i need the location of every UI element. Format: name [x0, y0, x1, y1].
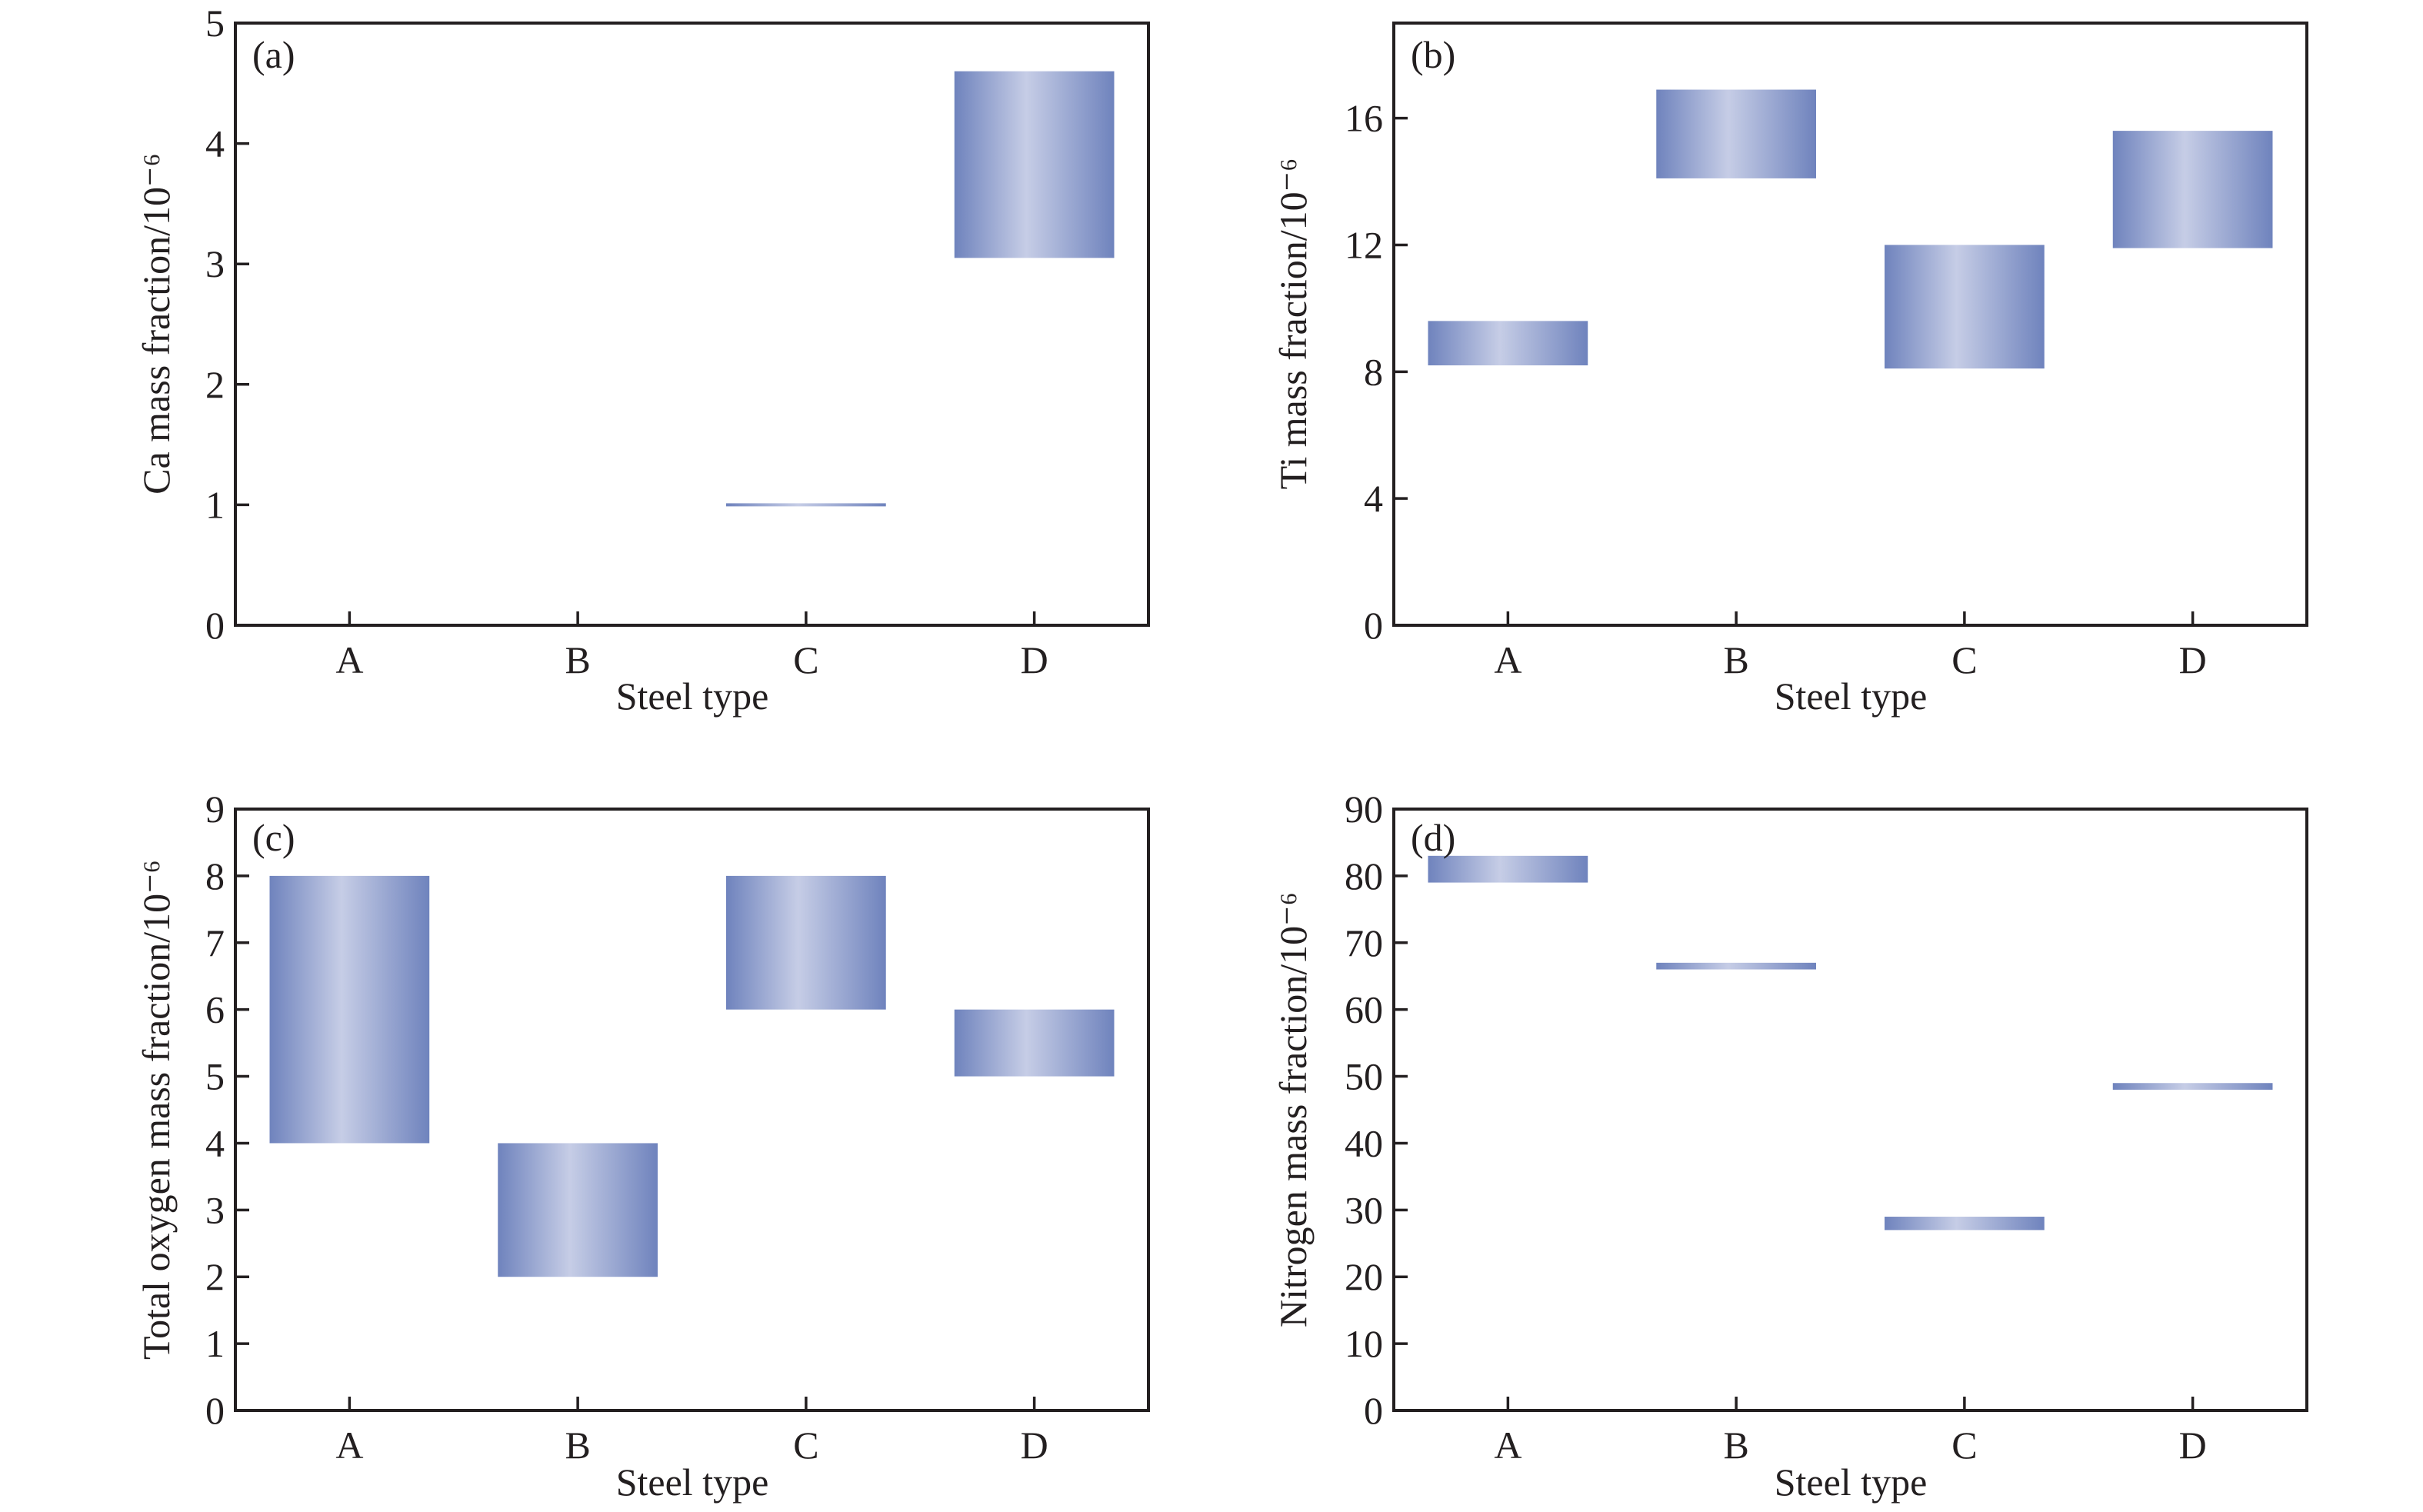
y-axis-title: Ca mass fraction/10⁻⁶	[135, 153, 178, 495]
y-tick-label: 80	[1345, 854, 1383, 898]
range-bar-b	[1656, 962, 1816, 970]
x-axis-title: Steel type	[1775, 674, 1928, 718]
y-tick-label: 60	[1345, 988, 1383, 1031]
range-bar-d	[954, 1009, 1115, 1077]
range-bar-a	[269, 875, 430, 1144]
panel-label: (a)	[252, 33, 295, 76]
x-axis-title: Steel type	[616, 1460, 769, 1504]
y-tick-label: 7	[205, 921, 225, 964]
bars-layer	[726, 71, 1115, 507]
y-tick-label: 0	[1364, 604, 1383, 647]
panel-label: (b)	[1411, 33, 1455, 76]
panel-label: (c)	[252, 816, 295, 859]
ticks-layer: 0 4 8 12 16 A B C D	[1345, 97, 2207, 681]
x-tick-label: C	[793, 638, 818, 681]
y-tick-label: 1	[205, 1322, 225, 1365]
x-tick-label: B	[565, 638, 590, 681]
x-tick-label: D	[1021, 638, 1048, 681]
y-tick-label: 70	[1345, 921, 1383, 964]
range-bar-d	[2112, 131, 2273, 248]
panel-c: 0 1 2 3 4 5 6 7 8 9 A B C D (c) Steel type Total oxyg…	[135, 788, 1150, 1504]
y-tick-label: 10	[1345, 1322, 1383, 1365]
bars-layer	[1428, 89, 2273, 369]
x-axis-title: Steel type	[1775, 1460, 1928, 1504]
x-tick-label: A	[335, 638, 363, 681]
x-tick-label: A	[1494, 1424, 1521, 1467]
y-tick-label: 90	[1345, 788, 1383, 831]
y-axis-title: Nitrogen mass fraction/10⁻⁶	[1271, 892, 1315, 1327]
x-tick-label: D	[1021, 1424, 1048, 1467]
y-tick-label: 16	[1345, 97, 1383, 140]
plot-frame	[1392, 808, 2308, 1412]
plot-frame	[234, 808, 1150, 1412]
x-tick-label: B	[1723, 638, 1748, 681]
y-tick-label: 3	[205, 1188, 225, 1231]
range-bar-b	[498, 1143, 658, 1277]
panel-d: 0 10 20 30 40 50 60 70 80 90 A B C D (d) Steel type N…	[1271, 788, 2308, 1504]
x-tick-label: A	[1494, 638, 1521, 681]
range-bar-d	[954, 71, 1115, 258]
y-tick-label: 4	[205, 122, 225, 165]
y-tick-label: 2	[205, 1255, 225, 1298]
y-tick-label: 1	[205, 483, 225, 526]
y-tick-label: 5	[205, 2, 225, 45]
y-tick-label: 6	[205, 988, 225, 1031]
y-tick-label: 4	[1364, 477, 1383, 520]
range-bar-c	[726, 503, 886, 507]
x-tick-label: C	[1951, 638, 1977, 681]
range-bar-c	[1885, 245, 2045, 369]
y-tick-label: 8	[1364, 350, 1383, 393]
x-axis-title: Steel type	[616, 674, 769, 718]
plot-frame	[234, 22, 1150, 627]
x-tick-label: A	[335, 1424, 363, 1467]
x-tick-label: C	[1951, 1424, 1977, 1467]
range-bar-a	[1428, 321, 1588, 366]
y-tick-label: 0	[205, 604, 225, 647]
y-axis-title: Ti mass fraction/10⁻⁶	[1271, 158, 1315, 490]
range-bar-c	[726, 875, 886, 1010]
panel-a: 0 1 2 3 4 5 A B C D (a) Steel type Ca mass fracti…	[135, 2, 1150, 718]
x-tick-label: B	[565, 1424, 590, 1467]
x-tick-label: D	[2179, 638, 2207, 681]
y-tick-label: 20	[1345, 1255, 1383, 1298]
y-tick-label: 12	[1345, 223, 1383, 266]
y-tick-label: 50	[1345, 1055, 1383, 1098]
range-bar-d	[2112, 1083, 2273, 1090]
y-tick-label: 0	[1364, 1389, 1383, 1432]
range-bar-a	[1428, 855, 1588, 883]
bars-layer	[1428, 855, 2273, 1231]
y-tick-label: 30	[1345, 1188, 1383, 1231]
y-tick-label: 9	[205, 788, 225, 831]
y-tick-label: 3	[205, 242, 225, 285]
ticks-layer: 0 1 2 3 4 5 A B C D	[205, 2, 1048, 681]
range-bar-c	[1885, 1217, 2045, 1231]
y-tick-label: 0	[205, 1389, 225, 1432]
y-tick-label: 40	[1345, 1121, 1383, 1164]
plot-frame	[1392, 22, 2308, 627]
y-axis-title: Total oxygen mass fraction/10⁻⁶	[135, 860, 178, 1360]
x-tick-label: C	[793, 1424, 818, 1467]
bars-layer	[269, 875, 1115, 1277]
panel-b: 0 4 8 12 16 A B C D (b) Steel type Ti mass fract…	[1271, 22, 2308, 718]
range-bar-b	[1656, 89, 1816, 178]
ticks-layer: 0 10 20 30 40 50 60 70 80 90 A B C D	[1345, 788, 2207, 1467]
x-tick-label: D	[2179, 1424, 2207, 1467]
y-tick-label: 5	[205, 1055, 225, 1098]
y-tick-label: 2	[205, 363, 225, 406]
panel-label: (d)	[1411, 816, 1455, 859]
ticks-layer: 0 1 2 3 4 5 6 7 8 9 A B C D	[205, 788, 1048, 1467]
y-tick-label: 4	[205, 1121, 225, 1164]
y-tick-label: 8	[205, 854, 225, 898]
x-tick-label: B	[1723, 1424, 1748, 1467]
